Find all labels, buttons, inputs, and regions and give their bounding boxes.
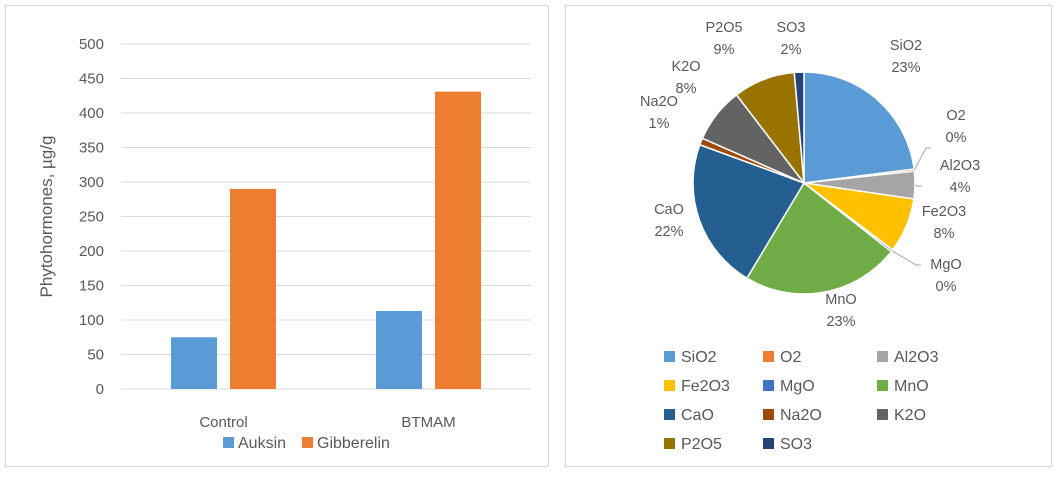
pie-label-name: SiO2 (890, 38, 922, 54)
pie-label-value: 23% (891, 60, 920, 76)
bar-auksin-btmam (376, 311, 422, 389)
bar-gibberelin-control (230, 188, 276, 389)
y-axis-label: Phytohormones, µg/g (37, 136, 56, 298)
y-tick-label: 250 (79, 209, 104, 226)
legend-swatch-p2o5 (664, 438, 675, 449)
pie-label-name: MgO (930, 257, 961, 273)
y-tick-label: 400 (79, 105, 104, 122)
pie-slice-so3 (793, 71, 805, 184)
pie-label-name: Al2O3 (940, 158, 980, 174)
y-tick-label: 350 (79, 140, 104, 157)
legend-label-mno: MnO (894, 378, 929, 395)
legend-swatch-mno (877, 380, 888, 391)
pie-label-name: Na2O (640, 94, 678, 110)
pie-label-name: P2O5 (705, 20, 742, 36)
pie-slice-cao (692, 143, 806, 280)
pie-label-name: MnO (825, 292, 856, 308)
y-tick-label: 50 (87, 347, 104, 364)
pie-label-name: CaO (654, 202, 684, 218)
pie-chart: SiO2 23% O2 0% Al2O3 4% Fe2O3 8% MgO 0% MnO 23% CaO 2… (640, 20, 980, 453)
y-tick-label: 200 (79, 243, 104, 260)
legend-swatch-auksin (223, 437, 234, 448)
pie-label-value: 8% (934, 226, 955, 242)
pie-slice-sio2 (803, 71, 915, 184)
legend-label-k2o: K2O (894, 407, 926, 424)
bar-chart-panel: 0 50 100 150 200 250 300 350 400 450 500 Phytohormo… (5, 5, 549, 467)
x-category-label: Control (199, 414, 247, 431)
legend-label-so3: SO3 (780, 436, 812, 453)
legend-swatch-al2o3 (877, 351, 888, 362)
pie-leader-line (891, 250, 921, 266)
pie-label-value: 4% (950, 180, 971, 196)
legend-swatch-fe2o3 (664, 380, 675, 391)
legend-label-sio2: SiO2 (681, 349, 717, 366)
legend-label-p2o5: P2O5 (681, 436, 722, 453)
y-tick-label: 450 (79, 71, 104, 88)
y-tick-label: 100 (79, 312, 104, 329)
legend-label-o2: O2 (780, 349, 801, 366)
pie-label-value: 9% (714, 42, 735, 58)
legend-swatch-na2o (763, 409, 774, 420)
pie-label-value: 22% (654, 224, 683, 240)
x-category-label: BTMAM (401, 414, 455, 431)
pie-label-value: 0% (946, 130, 967, 146)
pie-leader-line (914, 184, 922, 187)
bar-auksin-control (171, 337, 217, 389)
legend-label-al2o3: Al2O3 (894, 349, 939, 366)
pie-label-value: 8% (676, 81, 697, 97)
legend-swatch-so3 (763, 438, 774, 449)
pie-label-value: 1% (649, 116, 670, 132)
y-tick-label: 0 (96, 381, 104, 398)
legend-label-auksin: Auksin (238, 435, 286, 452)
legend-swatch-gibberelin (302, 437, 313, 448)
pie-label-name: SO3 (776, 20, 805, 36)
y-tick-label: 500 (79, 36, 104, 53)
legend-label-fe2o3: Fe2O3 (681, 378, 730, 395)
pie-chart-panel: SiO2 23% O2 0% Al2O3 4% Fe2O3 8% MgO 0% MnO 23% CaO 2… (565, 5, 1052, 467)
pie-label-value: 23% (826, 314, 855, 330)
legend-label-na2o: Na2O (780, 407, 822, 424)
pie-label-name: K2O (671, 59, 700, 75)
legend-swatch-o2 (763, 351, 774, 362)
pie-leader-line (913, 147, 931, 171)
bar-chart: 0 50 100 150 200 250 300 350 400 450 500 Phytohormo… (37, 36, 531, 452)
legend-swatch-mgo (763, 380, 774, 391)
bar-gibberelin-btmam (435, 91, 481, 390)
legend-swatch-k2o (877, 409, 888, 420)
y-tick-label: 300 (79, 174, 104, 191)
legend-label-gibberelin: Gibberelin (317, 435, 390, 452)
legend-swatch-cao (664, 409, 675, 420)
pie-label-value: 0% (936, 279, 957, 295)
legend-swatch-sio2 (664, 351, 675, 362)
pie-slice-mno (745, 181, 893, 295)
legend-label-mgo: MgO (780, 378, 815, 395)
legend-label-cao: CaO (681, 407, 714, 424)
pie-label-name: O2 (946, 108, 965, 124)
pie-label-value: 2% (781, 42, 802, 58)
pie-label-name: Fe2O3 (922, 204, 966, 220)
y-tick-label: 150 (79, 278, 104, 295)
